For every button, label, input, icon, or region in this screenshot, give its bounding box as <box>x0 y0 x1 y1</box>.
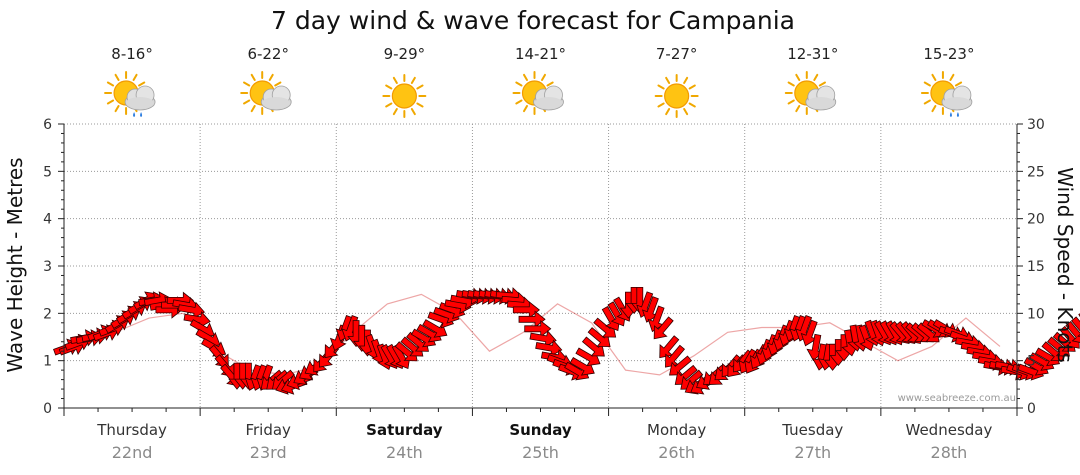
wind-arrow <box>669 355 692 376</box>
day-name-label: Monday <box>647 421 706 439</box>
sun-disc <box>664 83 690 109</box>
sun-icon <box>382 74 427 118</box>
sun-icon <box>654 74 699 118</box>
temperature-range: 8-16° <box>111 45 153 63</box>
temperature-range: 12-31° <box>787 45 838 63</box>
cloud-shape <box>805 85 837 111</box>
day-date-label: 24th <box>386 443 423 462</box>
left-tick-label: 2 <box>43 306 52 322</box>
daily-forecast: 8-16° 6-22° 9-29° 14-21° 7-27° 12-31° 15-23° <box>104 45 974 118</box>
day-labels: Thursday 22nd Friday 23rd Saturday 24th Sunday… <box>96 421 992 462</box>
day-name-label: Thursday <box>96 421 167 439</box>
day-name-label: Saturday <box>366 421 443 439</box>
rain-drops <box>133 112 143 117</box>
day-date-label: 26th <box>658 443 695 462</box>
right-axis-ticks: 0 5 10 15 20 25 30 <box>1027 117 1045 417</box>
temperature-range: 15-23° <box>923 45 974 63</box>
left-tick-label: 3 <box>43 259 52 275</box>
day-name-label: Tuesday <box>781 421 843 439</box>
sun-rays <box>654 74 699 118</box>
right-tick-label: 25 <box>1027 164 1045 180</box>
left-tick-label: 0 <box>43 401 52 417</box>
day-date-label: 25th <box>522 443 559 462</box>
sun-cloud-icon <box>512 71 564 115</box>
sun-cloud-icon <box>784 71 837 115</box>
axes <box>58 123 1023 416</box>
rain-drops <box>949 112 959 117</box>
temperature-range: 7-27° <box>656 45 698 63</box>
right-tick-label: 10 <box>1027 306 1045 322</box>
right-tick-label: 5 <box>1027 354 1036 370</box>
sun-cloud-rain-icon <box>104 71 156 117</box>
day-date-label: 23rd <box>250 443 287 462</box>
left-tick-label: 4 <box>43 212 52 228</box>
right-tick-label: 30 <box>1027 117 1045 133</box>
day-name-label: Friday <box>245 421 291 439</box>
left-axis-ticks: 0 1 2 3 4 5 6 <box>43 117 52 417</box>
cloud-shape <box>533 85 564 111</box>
temperature-range: 14-21° <box>515 45 566 63</box>
day-date-label: 22nd <box>112 443 153 462</box>
sun-cloud-icon <box>240 71 292 115</box>
day-date-label: 28th <box>931 443 968 462</box>
day-name-label: Sunday <box>509 421 572 439</box>
cloud-shape <box>124 85 156 111</box>
gridlines <box>64 123 1017 408</box>
sun-cloud-rain-icon <box>920 71 973 117</box>
right-tick-label: 20 <box>1027 212 1045 228</box>
wind-arrow <box>1065 321 1080 344</box>
sun-rays <box>382 74 427 118</box>
left-tick-label: 1 <box>43 354 52 370</box>
temperature-range: 9-29° <box>384 45 426 63</box>
left-tick-label: 5 <box>43 164 52 180</box>
right-axis-label: Wind Speed - Knots <box>1053 167 1077 363</box>
cloud-shape <box>260 85 292 111</box>
left-tick-label: 6 <box>43 117 52 133</box>
day-name-label: Wednesday <box>906 421 993 439</box>
right-tick-label: 0 <box>1027 401 1036 417</box>
watermark: www.seabreeze.com.au <box>898 393 1016 404</box>
chart-title: 7 day wind & wave forecast for Campania <box>271 6 795 35</box>
wind-arrow <box>422 319 448 338</box>
wind-arrow-series <box>53 286 1080 395</box>
cloud-shape <box>941 85 973 111</box>
left-axis-label: Wave Height - Metres <box>3 157 27 372</box>
wind-arrow <box>1070 316 1080 340</box>
wind-arrow <box>653 316 674 340</box>
sun-disc <box>391 83 417 109</box>
right-tick-label: 15 <box>1027 259 1045 275</box>
day-date-label: 27th <box>794 443 831 462</box>
temperature-range: 6-22° <box>247 45 289 63</box>
